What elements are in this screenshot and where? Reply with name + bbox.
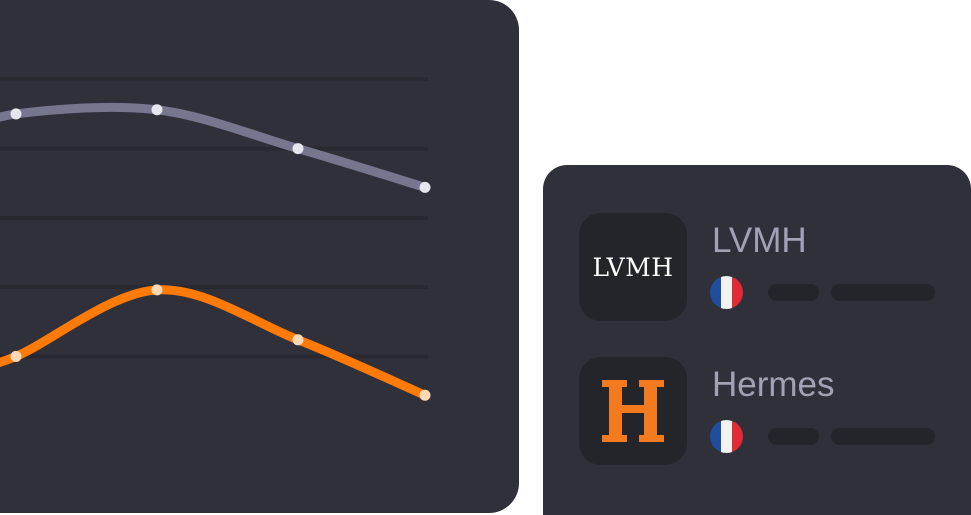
- company-name: Hermes: [712, 365, 835, 404]
- data-point: [151, 104, 163, 116]
- company-row-hermes[interactable]: Hermes: [579, 357, 949, 465]
- data-point: [419, 389, 431, 401]
- data-point: [419, 181, 431, 193]
- chart-grid: [0, 77, 428, 359]
- series-line-1: [0, 285, 430, 400]
- placeholder-bar: [831, 428, 935, 445]
- france-flag-icon: [710, 420, 743, 453]
- chart-card: [0, 0, 519, 513]
- placeholder-bar: [768, 284, 819, 301]
- lvmh-logo-text: LVMH: [592, 252, 674, 282]
- chart-points: [10, 104, 431, 401]
- data-point: [292, 334, 304, 346]
- company-row-lvmh[interactable]: LVMH LVMH: [579, 213, 949, 321]
- company-list-card: LVMH LVMH Hermes: [543, 165, 971, 515]
- placeholder-bar: [831, 284, 935, 301]
- company-name: LVMH: [712, 221, 807, 260]
- data-point: [292, 143, 304, 155]
- france-flag-icon: [710, 276, 743, 309]
- lvmh-logo: LVMH: [579, 213, 687, 321]
- line-chart: [0, 77, 431, 401]
- hermes-h-logo-icon: [602, 380, 664, 442]
- data-point: [10, 108, 22, 120]
- data-point: [10, 350, 22, 362]
- data-point: [151, 284, 163, 296]
- placeholder-bar: [768, 428, 819, 445]
- hermes-logo: [579, 357, 687, 465]
